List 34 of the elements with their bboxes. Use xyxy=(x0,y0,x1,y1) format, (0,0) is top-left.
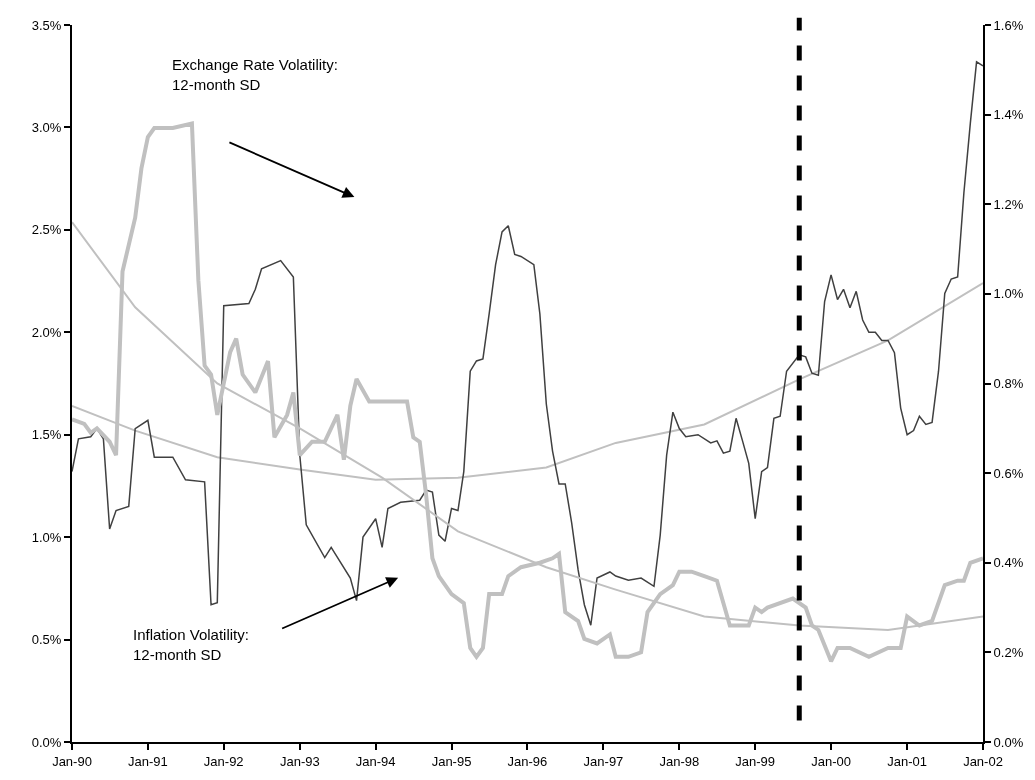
y-tick-label: 3.5% xyxy=(31,17,62,33)
annotation: Inflation Volatility: 12-month SD xyxy=(133,626,249,663)
x-tick-label: Jan-02 xyxy=(963,753,1003,769)
y2-tick-label: 1.2% xyxy=(993,196,1024,212)
line-series xyxy=(72,121,983,664)
x-tick-label: Jan-90 xyxy=(52,753,92,769)
y2-tick-label: 0.6% xyxy=(993,465,1024,481)
x-tick-label: Jan-93 xyxy=(279,753,320,769)
x-tick-label: Jan-94 xyxy=(355,753,396,769)
y-tick-label: 1.5% xyxy=(31,427,62,443)
y-tick-label: 0.5% xyxy=(31,632,62,648)
y2-tick-label: 1.0% xyxy=(993,286,1024,302)
x-tick-label: Jan-91 xyxy=(127,753,168,769)
x-tick-label: Jan-98 xyxy=(659,753,700,769)
line-series xyxy=(72,61,983,626)
y-tick-label: 1.0% xyxy=(31,529,62,545)
y2-tick-label: 0.0% xyxy=(993,734,1024,750)
y-tick-label: 3.0% xyxy=(31,119,62,135)
y-tick-label: 2.0% xyxy=(31,324,62,340)
x-tick-label: Jan-92 xyxy=(203,753,244,769)
x-tick-label: Jan-96 xyxy=(507,753,548,769)
x-tick-label: Jan-00 xyxy=(811,753,851,769)
y2-tick-label: 1.6% xyxy=(993,17,1024,33)
y-tick-label: 0.0% xyxy=(31,734,62,750)
y-tick-label: 2.5% xyxy=(31,222,62,238)
x-tick-label: Jan-95 xyxy=(431,753,472,769)
y2-tick-label: 0.2% xyxy=(993,644,1024,660)
x-tick-label: Jan-97 xyxy=(583,753,624,769)
x-tick-label: Jan-99 xyxy=(735,753,776,769)
y2-tick-label: 0.4% xyxy=(993,555,1024,571)
annotation: Exchange Rate Volatility: 12-month SD xyxy=(172,56,338,93)
x-tick-label: Jan-01 xyxy=(887,753,928,769)
y2-tick-label: 1.4% xyxy=(993,107,1024,123)
y2-tick-label: 0.8% xyxy=(993,376,1024,392)
